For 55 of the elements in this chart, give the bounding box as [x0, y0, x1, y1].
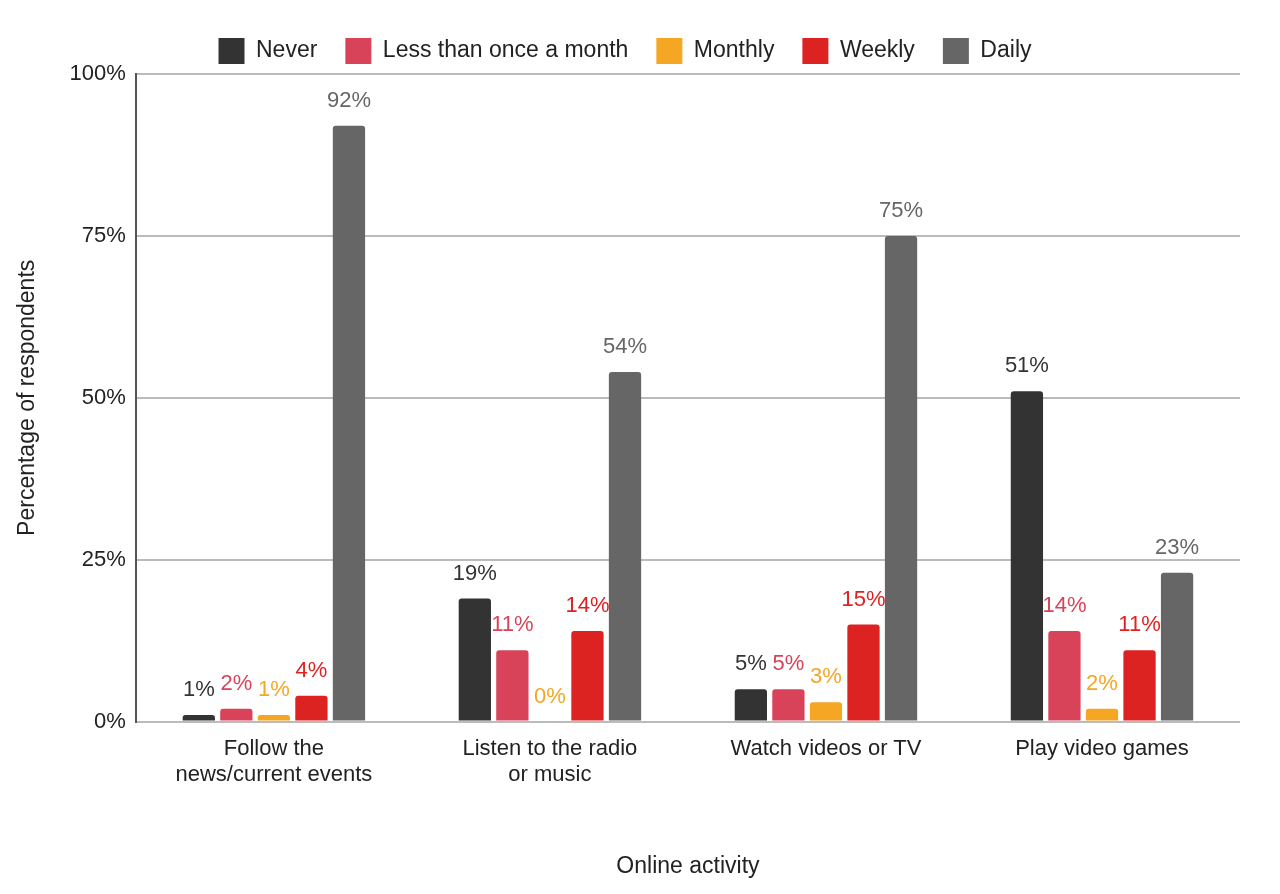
x-tick-label: Watch videos or TV [730, 734, 922, 760]
bar [772, 689, 805, 721]
bar [1160, 572, 1194, 721]
x-tick-label: Play video games [1015, 734, 1189, 760]
data-label: 14% [1042, 592, 1087, 617]
x-tick-label: Listen to the radio or music [462, 734, 638, 787]
y-tick-label: 25% [81, 545, 126, 571]
bar [1048, 630, 1081, 721]
data-label: 3% [810, 663, 842, 689]
x-tick-label: Follow the news/current events [175, 734, 373, 787]
bar [608, 371, 642, 721]
bar [496, 650, 529, 721]
data-label: 1% [182, 676, 215, 702]
bar [295, 695, 328, 721]
y-tick-label: 0% [94, 707, 126, 733]
legend-label: Daily [980, 36, 1032, 63]
data-label: 19% [452, 559, 497, 585]
legend-label: Less than once a month [382, 36, 629, 63]
bar [257, 715, 291, 721]
data-label: 1% [257, 676, 290, 702]
data-label: 11% [491, 611, 534, 637]
bar [847, 624, 880, 721]
y-axis-title: Percentage of respondents [13, 259, 40, 536]
bar [809, 702, 843, 721]
data-label: 4% [295, 656, 328, 682]
bar [1085, 708, 1119, 721]
legend-label: Never [256, 36, 318, 63]
data-label: 75% [879, 196, 924, 222]
bar [220, 708, 253, 721]
data-label: 14% [565, 592, 610, 617]
data-label: 51% [1004, 352, 1049, 378]
data-label: 11% [1118, 611, 1161, 637]
bar [332, 125, 366, 721]
data-label: 2% [220, 669, 253, 695]
legend-label: Weekly [839, 36, 916, 63]
data-label: 5% [772, 650, 805, 676]
data-label: 2% [1086, 669, 1118, 695]
data-label: 5% [734, 650, 767, 676]
bar [734, 689, 768, 721]
bar [1010, 391, 1044, 721]
data-label: 92% [326, 86, 371, 112]
y-tick-label: 75% [81, 221, 126, 247]
bar [458, 598, 491, 721]
data-label: 23% [1155, 533, 1200, 559]
data-label: 15% [841, 585, 886, 611]
data-label: 54% [602, 332, 648, 358]
data-label: 0% [534, 682, 566, 708]
bar [1123, 650, 1156, 721]
y-tick-label: 50% [81, 383, 126, 409]
legend-label: Monthly [693, 36, 775, 63]
bar [884, 235, 918, 721]
bar [182, 715, 215, 721]
y-tick-label: 100% [69, 60, 126, 86]
bar [571, 630, 604, 721]
x-axis-title: Online activity [616, 851, 761, 878]
